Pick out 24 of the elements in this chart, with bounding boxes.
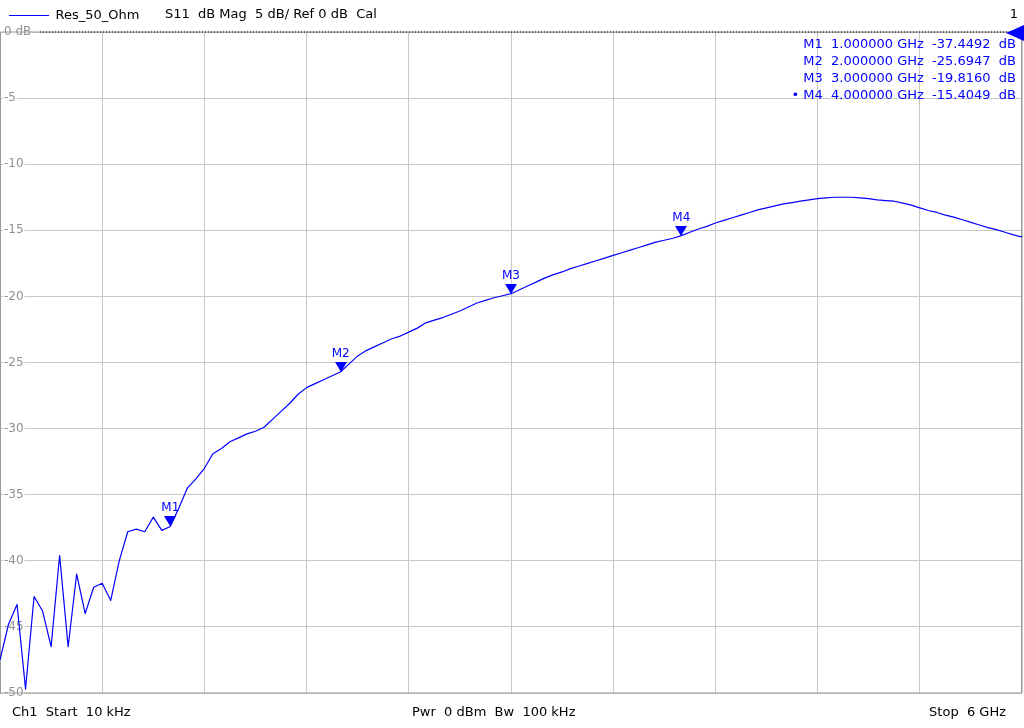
legend-label: Res_50_Ohm [55,6,140,22]
annotation: M2 [330,344,351,362]
y-tick-label: -25 [4,354,24,369]
y-tick-label: -50 [4,685,24,700]
annotation: • M4 4.000000 GHz -15.4049 dB [791,86,1016,103]
y-tick-label: -30 [4,420,24,435]
y-tick-label: -35 [4,486,24,501]
annotation: M3 [501,266,521,284]
text: Stop 6 GHz [929,703,1006,720]
annotation: M4 [671,208,692,226]
annotation: M1 [160,499,181,517]
text: 1 [1009,5,1018,22]
y-tick-label: -5 [4,90,16,105]
annotation: M1 1.000000 GHz -37.4492 dB [803,35,1016,52]
text: Pwr 0 dBm Bw 100 kHz [412,703,576,720]
y-tick-label: -10 [4,156,24,171]
y-tick-label: -15 [4,222,24,237]
chart-subtitle: S11 dB Mag 5 dB/ Ref 0 dB Cal [165,5,377,22]
annotation: M2 2.000000 GHz -25.6947 dB [803,52,1016,69]
y-tick-label: -20 [4,288,24,303]
y-tick-label: 0 dB [4,24,32,39]
y-tick-label: -40 [4,552,24,567]
annotation: M3 3.000000 GHz -19.8160 dB [803,69,1016,86]
text: Ch1 Start 10 kHz [12,703,131,720]
